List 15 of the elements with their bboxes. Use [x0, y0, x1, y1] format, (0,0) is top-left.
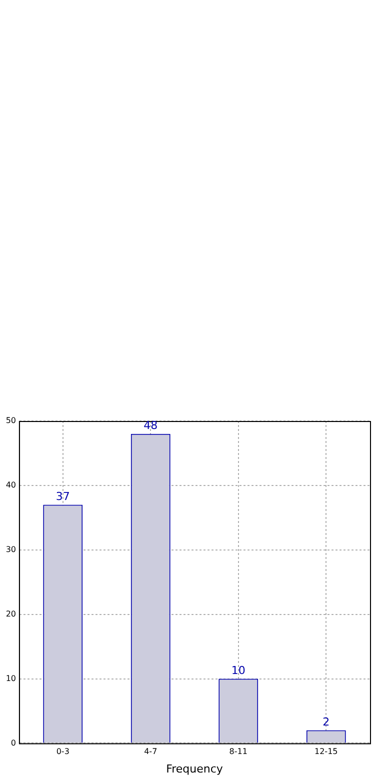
y-tick-label: 20 [6, 609, 16, 618]
y-tick-label: 40 [6, 480, 16, 490]
x-tick-label: 12-15 [314, 747, 338, 756]
data-label: 10 [231, 664, 246, 678]
x-tick-label: 0-3 [56, 747, 70, 756]
data-label: 48 [144, 419, 158, 432]
x-tick-label: 8-11 [229, 747, 248, 756]
x-tick-label: 4-7 [144, 747, 158, 756]
y-tick-label: 50 [6, 416, 16, 426]
x-axis-title: Frequency [166, 762, 224, 776]
y-tick-label: 0 [10, 738, 16, 748]
y-tick-label: 30 [6, 544, 16, 554]
data-label: 37 [56, 490, 70, 504]
data-label: 2 [322, 716, 330, 729]
y-tick-label: 10 [6, 674, 16, 683]
